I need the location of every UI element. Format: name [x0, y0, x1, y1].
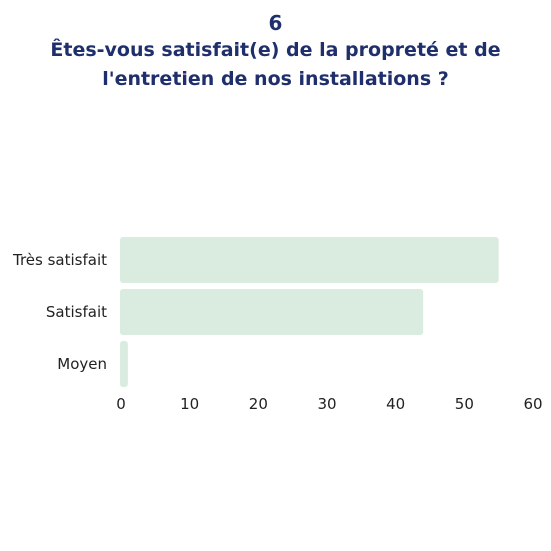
x-tick-label: 60	[523, 395, 542, 413]
bar-moyen	[120, 341, 128, 387]
x-tick-label: 10	[180, 395, 199, 413]
x-tick-label: 40	[386, 395, 405, 413]
title-line-2: l'entretien de nos installations ?	[102, 68, 449, 90]
x-tick-label: 0	[116, 395, 126, 413]
x-tick-label: 50	[455, 395, 474, 413]
title-line-1: Êtes-vous satisfait(e) de la propreté et…	[50, 39, 501, 61]
bar-satisfait	[120, 289, 424, 335]
category-label: Très satisfait	[12, 251, 107, 269]
bar-tr-s-satisfait	[120, 237, 499, 283]
x-tick-label: 20	[249, 395, 268, 413]
question-number: 6	[268, 11, 283, 35]
category-label: Satisfait	[46, 303, 107, 321]
x-tick-label: 30	[317, 395, 336, 413]
category-label: Moyen	[57, 355, 107, 373]
chart-title: 6 Êtes-vous satisfait(e) de la propreté …	[0, 10, 551, 94]
